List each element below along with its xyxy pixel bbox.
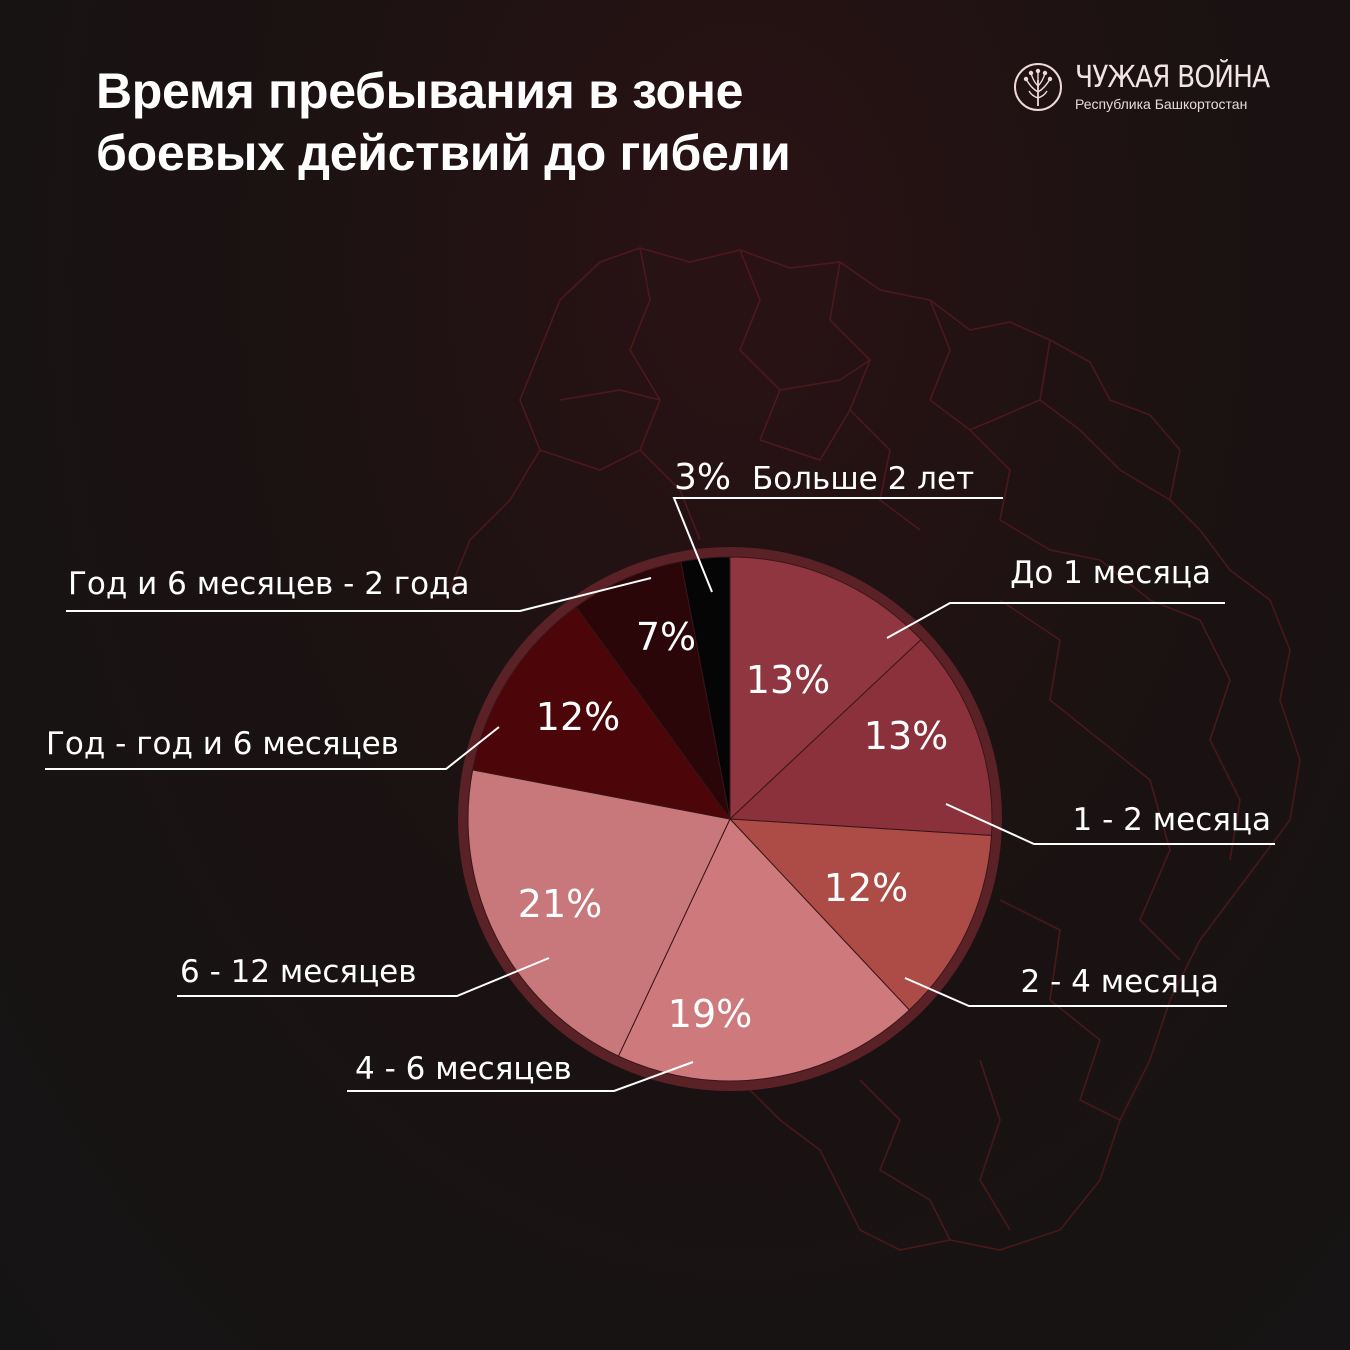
leader-line-4 (177, 957, 550, 997)
percent-label-5: 12% (536, 695, 620, 739)
leader-line-6 (66, 577, 652, 612)
percent-labels: 13% 13% 12% 19% 21% 12% 7% (518, 615, 948, 1036)
percent-label-1: 13% (864, 714, 948, 758)
category-label-2: 2 - 4 месяца (1021, 964, 1219, 1000)
brand-name: ЧУЖАЯ ВОЙНА (1075, 60, 1270, 95)
category-label-6: Год и 6 месяцев - 2 года (68, 566, 470, 602)
pie-slices (467, 556, 993, 1082)
category-labels: До 1 месяца 1 - 2 месяца 2 - 4 месяца 4 … (46, 457, 1271, 1087)
category-label-7: 3% Больше 2 лет (674, 457, 974, 498)
leader-line-3 (347, 1061, 694, 1092)
category-label-3: 4 - 6 месяцев (355, 1051, 572, 1087)
pie-slice-1 (728, 638, 993, 836)
leader-line-0 (886, 602, 1225, 639)
chart-title: Время пребывания в зоне боевых действий … (96, 60, 791, 184)
category-label-7-text: Больше 2 лет (752, 461, 974, 497)
leader-line-7 (672, 497, 1003, 593)
region-map-outline (449, 247, 1301, 1251)
pie-slice-6 (575, 561, 731, 820)
percent-label-2: 12% (824, 866, 908, 910)
percent-label-6: 7% (636, 615, 696, 659)
category-label-5: Год - год и 6 месяцев (46, 726, 399, 762)
category-label-4: 6 - 12 месяцев (180, 954, 417, 990)
chart-title-line-1: Время пребывания в зоне (96, 63, 744, 119)
percent-label-0: 13% (746, 658, 830, 702)
leader-line-5 (45, 726, 500, 770)
pie-slice-2 (728, 818, 993, 1011)
leader-line-1 (945, 803, 1275, 845)
percent-label-3: 19% (668, 992, 752, 1036)
category-label-0: До 1 месяца (1010, 555, 1211, 591)
brand-subtitle: Республика Башкортостан (1075, 96, 1248, 112)
leader-lines (45, 497, 1275, 1092)
pie-slice-5 (472, 606, 732, 820)
dandelion-logo-icon (1014, 63, 1062, 111)
pie-slice-3 (617, 818, 911, 1082)
pie-slice-7 (680, 556, 731, 820)
leader-line-2 (904, 977, 1227, 1007)
percent-label-7: 3% (674, 457, 731, 498)
category-label-1: 1 - 2 месяца (1073, 802, 1271, 838)
pie-slice-4 (467, 769, 731, 1057)
percent-label-4: 21% (518, 882, 602, 926)
brand-logo: ЧУЖАЯ ВОЙНА Республика Башкортостан (1013, 62, 1296, 112)
chart-title-line-2: боевых действий до гибели (96, 125, 791, 181)
